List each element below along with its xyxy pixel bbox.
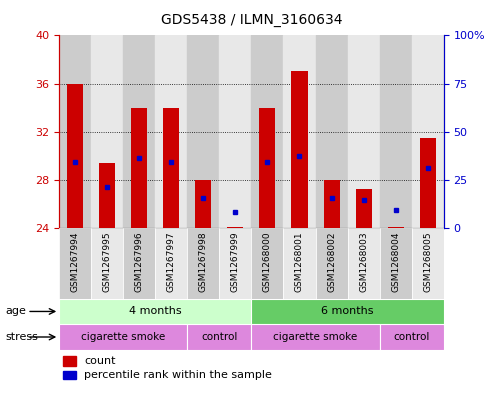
Bar bbox=[412, 228, 444, 299]
Text: 6 months: 6 months bbox=[321, 307, 374, 316]
Bar bbox=[291, 72, 308, 228]
Text: age: age bbox=[5, 307, 26, 316]
Bar bbox=[67, 83, 83, 228]
Text: control: control bbox=[201, 332, 238, 342]
Bar bbox=[99, 163, 115, 228]
Text: GSM1267997: GSM1267997 bbox=[167, 231, 176, 292]
Bar bbox=[219, 228, 251, 299]
Bar bbox=[63, 356, 76, 365]
Bar bbox=[227, 227, 244, 228]
Bar bbox=[323, 180, 340, 228]
Text: count: count bbox=[84, 356, 116, 366]
Text: cigarette smoke: cigarette smoke bbox=[81, 332, 165, 342]
Bar bbox=[59, 35, 91, 228]
Bar bbox=[59, 299, 251, 324]
Bar bbox=[195, 180, 211, 228]
Bar bbox=[187, 324, 251, 350]
Bar bbox=[283, 228, 316, 299]
Text: GSM1268004: GSM1268004 bbox=[391, 231, 400, 292]
Bar bbox=[283, 35, 316, 228]
Bar bbox=[259, 108, 276, 228]
Text: GSM1267995: GSM1267995 bbox=[103, 231, 112, 292]
Bar bbox=[348, 35, 380, 228]
Bar bbox=[348, 228, 380, 299]
Bar bbox=[163, 108, 179, 228]
Text: 4 months: 4 months bbox=[129, 307, 181, 316]
Text: GSM1268003: GSM1268003 bbox=[359, 231, 368, 292]
Bar bbox=[131, 108, 147, 228]
Bar bbox=[251, 228, 283, 299]
Bar bbox=[380, 35, 412, 228]
Bar bbox=[251, 299, 444, 324]
Bar bbox=[387, 227, 404, 228]
Text: GSM1268005: GSM1268005 bbox=[423, 231, 432, 292]
Bar bbox=[316, 228, 348, 299]
Bar bbox=[420, 138, 436, 228]
Text: GSM1268002: GSM1268002 bbox=[327, 231, 336, 292]
Bar bbox=[155, 35, 187, 228]
Bar bbox=[91, 228, 123, 299]
Text: GSM1268001: GSM1268001 bbox=[295, 231, 304, 292]
Text: GSM1267996: GSM1267996 bbox=[135, 231, 144, 292]
Text: GSM1267999: GSM1267999 bbox=[231, 231, 240, 292]
Bar bbox=[380, 228, 412, 299]
Bar bbox=[219, 35, 251, 228]
Bar bbox=[355, 189, 372, 228]
Text: GSM1267998: GSM1267998 bbox=[199, 231, 208, 292]
Bar bbox=[251, 35, 283, 228]
Bar bbox=[380, 324, 444, 350]
Text: control: control bbox=[393, 332, 430, 342]
Bar bbox=[251, 324, 380, 350]
Bar bbox=[59, 228, 91, 299]
Text: percentile rank within the sample: percentile rank within the sample bbox=[84, 370, 272, 380]
Bar bbox=[187, 35, 219, 228]
Bar bbox=[187, 228, 219, 299]
Text: cigarette smoke: cigarette smoke bbox=[274, 332, 357, 342]
Bar bbox=[123, 228, 155, 299]
Text: GSM1268000: GSM1268000 bbox=[263, 231, 272, 292]
Text: stress: stress bbox=[5, 332, 38, 342]
Bar bbox=[123, 35, 155, 228]
Bar bbox=[63, 371, 76, 379]
Text: GSM1267994: GSM1267994 bbox=[70, 231, 80, 292]
Bar bbox=[412, 35, 444, 228]
Text: GDS5438 / ILMN_3160634: GDS5438 / ILMN_3160634 bbox=[161, 13, 342, 27]
Bar bbox=[316, 35, 348, 228]
Bar bbox=[91, 35, 123, 228]
Bar bbox=[59, 324, 187, 350]
Bar bbox=[155, 228, 187, 299]
